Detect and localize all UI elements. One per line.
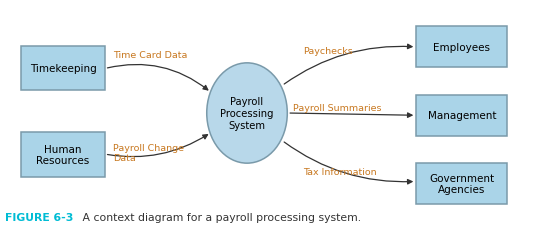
Text: Government
Agencies: Government Agencies (429, 173, 495, 195)
Text: Timekeeping: Timekeeping (30, 64, 97, 74)
Text: Time Card Data: Time Card Data (113, 51, 187, 60)
Text: Human
Resources: Human Resources (37, 144, 90, 166)
Text: Payroll Summaries: Payroll Summaries (293, 104, 381, 112)
Text: Payroll
Processing
System: Payroll Processing System (220, 97, 274, 130)
Text: Management: Management (427, 111, 496, 121)
FancyBboxPatch shape (21, 47, 105, 91)
Text: Employees: Employees (433, 43, 490, 53)
FancyBboxPatch shape (416, 163, 507, 204)
Text: A context diagram for a payroll processing system.: A context diagram for a payroll processi… (72, 212, 361, 222)
Text: FIGURE 6-3: FIGURE 6-3 (5, 212, 74, 222)
FancyBboxPatch shape (416, 95, 507, 136)
Text: Payroll Change
Data: Payroll Change Data (113, 143, 184, 162)
Text: Tax Information: Tax Information (303, 167, 377, 176)
Text: Paychecks: Paychecks (303, 47, 353, 56)
FancyBboxPatch shape (416, 27, 507, 68)
FancyBboxPatch shape (21, 133, 105, 177)
Ellipse shape (207, 64, 287, 163)
